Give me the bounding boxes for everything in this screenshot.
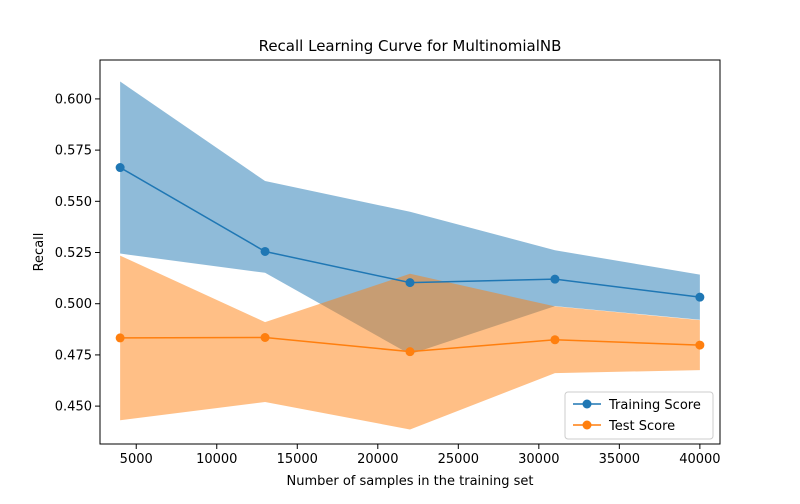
legend-test-marker bbox=[582, 420, 592, 430]
plot-frame bbox=[99, 59, 721, 445]
test-score-point bbox=[550, 335, 560, 345]
series-points bbox=[115, 163, 705, 357]
test-score-point bbox=[115, 333, 125, 343]
legend-training-marker bbox=[582, 399, 592, 409]
training-score-point bbox=[550, 274, 560, 284]
training-score-point bbox=[695, 292, 705, 302]
legend-test-label: Test Score bbox=[608, 419, 675, 434]
confidence-bands bbox=[120, 81, 700, 430]
chart-title: Recall Learning Curve for MultinomialNB bbox=[259, 37, 562, 55]
y-axis-ticks: 0.450 0.475 0.500 0.525 0.550 0.575 0.600 bbox=[55, 92, 100, 415]
training-score-point bbox=[405, 278, 415, 288]
y-tick-label: 0.500 bbox=[55, 297, 92, 312]
y-tick-label: 0.600 bbox=[55, 92, 92, 107]
test-score-point bbox=[405, 347, 415, 357]
y-tick-label: 0.575 bbox=[55, 144, 92, 159]
y-tick-label: 0.450 bbox=[55, 400, 92, 415]
test-score-point bbox=[695, 340, 705, 350]
legend-training-label: Training Score bbox=[608, 398, 701, 413]
y-tick-label: 0.550 bbox=[55, 195, 92, 210]
x-axis-ticks: 5000 10000 15000 20000 25000 30000 35000 40000 bbox=[120, 444, 721, 467]
test-score-point bbox=[260, 333, 270, 342]
training-score-band bbox=[120, 81, 700, 355]
y-tick-label: 0.475 bbox=[55, 348, 92, 363]
x-tick-label: 10000 bbox=[196, 452, 237, 467]
legend: Training Score Test Score bbox=[564, 391, 714, 440]
training-score-point bbox=[260, 246, 270, 256]
x-tick-label: 20000 bbox=[357, 452, 398, 467]
x-tick-label: 5000 bbox=[120, 452, 153, 467]
x-tick-label: 25000 bbox=[438, 452, 479, 467]
y-tick-label: 0.525 bbox=[55, 246, 92, 261]
x-tick-label: 30000 bbox=[518, 452, 559, 467]
legend-box bbox=[564, 391, 714, 440]
x-axis-label: Number of samples in the training set bbox=[287, 474, 534, 489]
test-score-band bbox=[120, 255, 700, 430]
x-tick-label: 15000 bbox=[277, 452, 318, 467]
y-axis-label: Recall bbox=[32, 233, 47, 272]
x-tick-label: 40000 bbox=[679, 452, 720, 467]
x-tick-label: 35000 bbox=[599, 452, 640, 467]
training-score-point bbox=[115, 163, 125, 173]
